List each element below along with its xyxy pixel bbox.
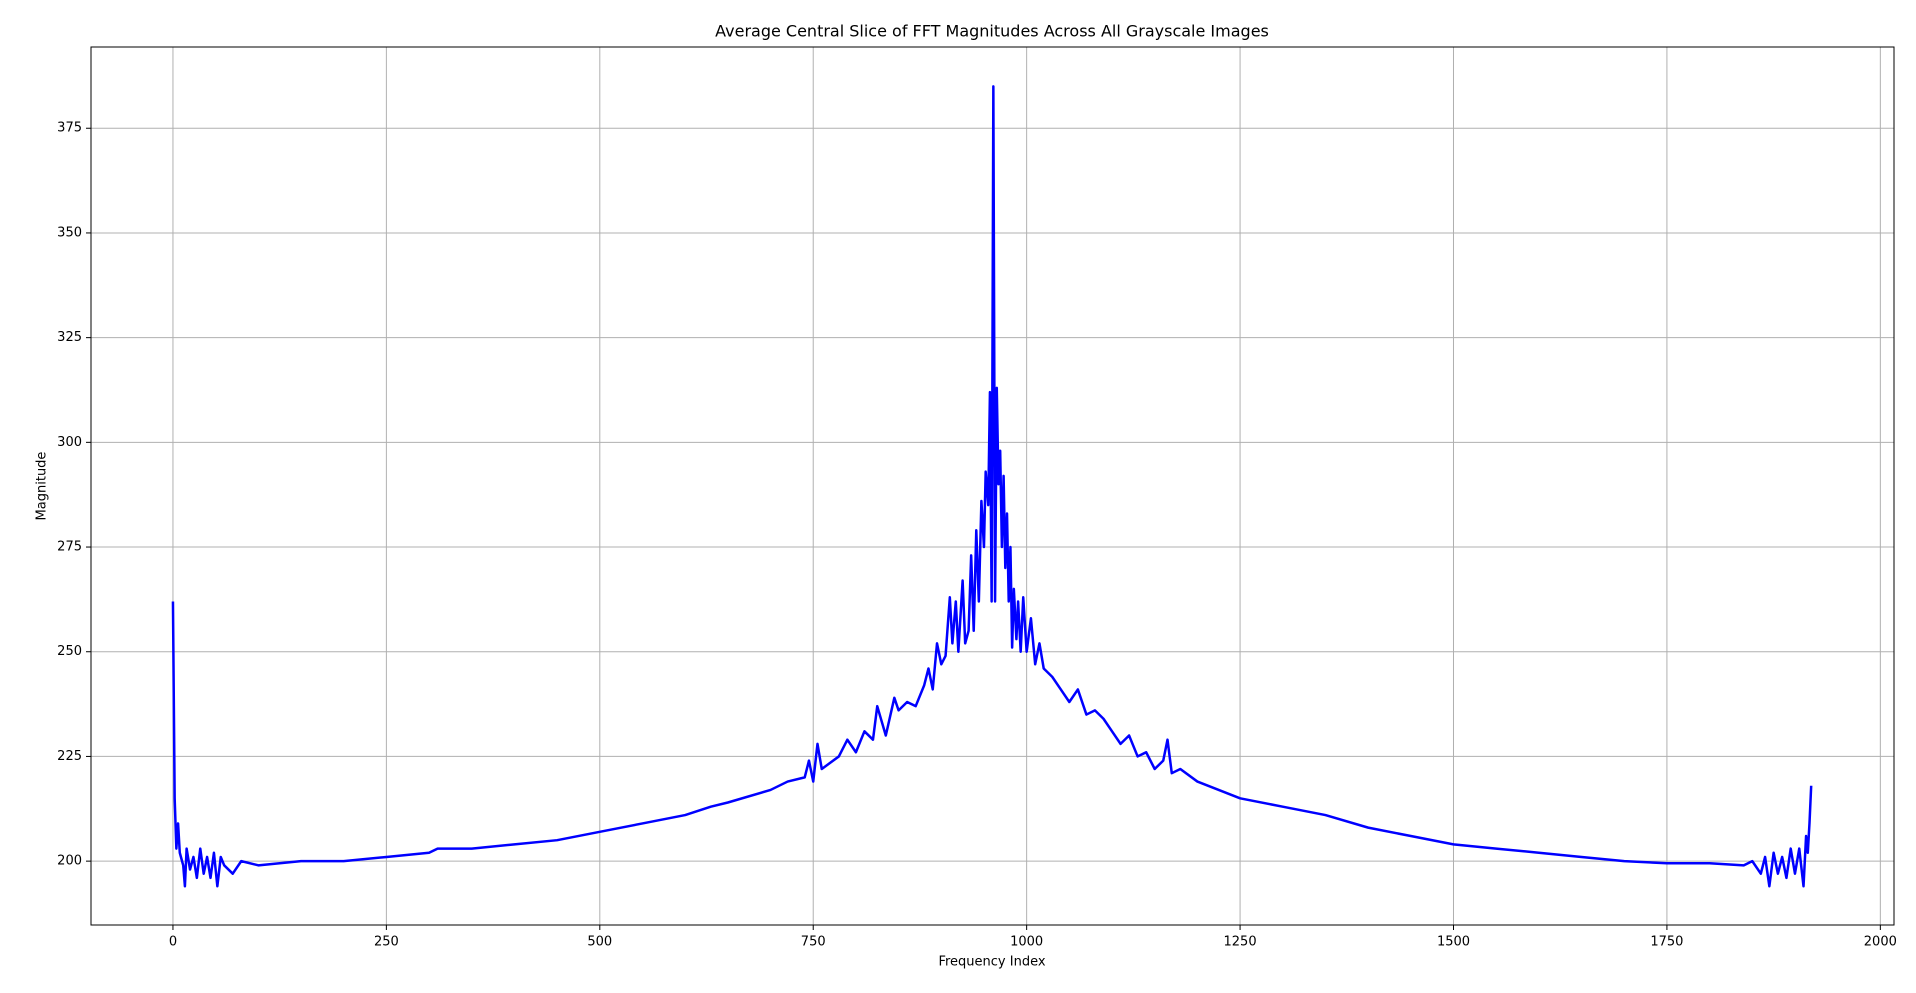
x-tick-label: 1500 [1437,935,1470,950]
y-tick-label: 225 [57,749,82,764]
y-tick-label: 300 [57,435,82,450]
plot-frame [90,46,1895,926]
x-tick-label: 250 [374,935,399,950]
x-tick-label: 1750 [1650,935,1683,950]
y-tick-label: 200 [57,854,82,869]
x-tick-label: 750 [801,935,826,950]
y-tick-label: 350 [57,225,82,240]
y-tick-label: 325 [57,330,82,345]
y-tick-label: 375 [57,121,82,136]
x-axis-label: Frequency Index [938,955,1045,970]
y-tick-label: 250 [57,644,82,659]
y-axis-label: Magnitude [35,452,50,521]
x-tick-label: 500 [587,935,612,950]
x-tick-label: 1000 [1010,935,1043,950]
x-tick-label: 1250 [1224,935,1257,950]
y-tick-label: 275 [57,540,82,555]
x-tick-label: 2000 [1864,935,1897,950]
x-tick-label: 0 [169,935,177,950]
chart-title: Average Central Slice of FFT Magnitudes … [715,22,1269,41]
line-series [171,85,1813,888]
